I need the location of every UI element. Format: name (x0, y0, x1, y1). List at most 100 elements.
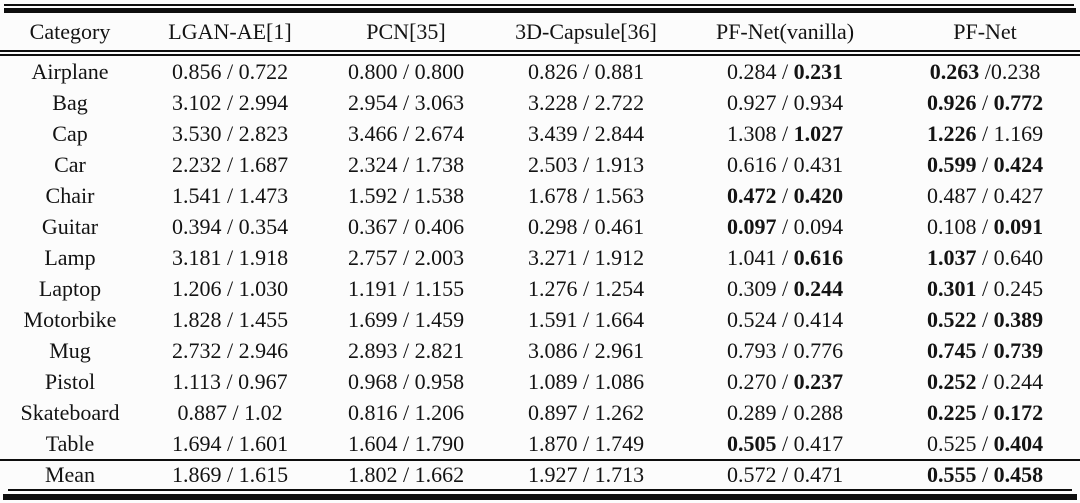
value-primary: 0.968 (347, 368, 398, 394)
value-cell: 0.394 / 0.354 (140, 211, 320, 242)
value-cell: 0.108 / 0.091 (890, 211, 1080, 242)
value-secondary: 0.237 (793, 368, 844, 394)
value-cell: 0.225 / 0.172 (890, 397, 1080, 428)
value-cell: 0.616 / 0.431 (680, 149, 890, 180)
slash-separator: / (976, 275, 994, 301)
value-secondary: 1.662 (414, 462, 465, 487)
slash-separator: / (776, 182, 794, 208)
slash-separator: / (397, 399, 415, 425)
value-primary: 3.228 (527, 89, 578, 115)
slash-separator: / (397, 244, 415, 270)
value-cell: 0.284 / 0.231 (680, 53, 890, 87)
value-primary: 3.181 (171, 244, 222, 270)
slash-separator: / (577, 244, 595, 270)
value-primary: 1.089 (527, 368, 578, 394)
value-primary: 1.206 (171, 275, 222, 301)
category-cell: Guitar (41, 213, 99, 239)
value-cell: 2.232 / 1.687 (140, 149, 320, 180)
column-header-pf-net-vanilla: PF-Net(vanilla) (680, 13, 890, 56)
value-secondary: 0.244 (993, 368, 1044, 394)
slash-separator: / (976, 244, 994, 270)
slash-separator: / (577, 399, 595, 425)
value-cell: 3.530 / 2.823 (140, 118, 320, 149)
slash-separator: / (577, 213, 595, 239)
value-cell: 1.308 / 1.027 (680, 118, 890, 149)
value-secondary: 0.776 (793, 337, 844, 363)
value-primary: 0.097 (726, 213, 777, 239)
value-cell: 0.252 / 0.244 (890, 366, 1080, 397)
value-cell: 1.037 / 0.640 (890, 242, 1080, 273)
top-rule-thin (4, 4, 1074, 6)
value-secondary: 1.538 (414, 182, 465, 208)
value-primary: 1.694 (171, 430, 222, 456)
value-secondary: 1.027 (793, 120, 844, 146)
value-primary: 1.802 (347, 462, 398, 487)
slash-separator: / (397, 368, 415, 394)
table-row-car: Car 2.232 / 1.687 2.324 / 1.738 2.503 / 1.9… (0, 149, 1080, 180)
value-cell: 2.893 / 2.821 (320, 335, 492, 366)
value-secondary: 1.030 (238, 275, 289, 301)
slash-separator: / (976, 399, 994, 425)
category-cell: Cap (52, 120, 88, 146)
value-secondary: 1.262 (594, 399, 645, 425)
table-row-bag: Bag 3.102 / 2.994 2.954 / 3.063 3.228 / 2.7… (0, 87, 1080, 118)
value-secondary: 2.722 (594, 89, 645, 115)
column-header-3d-capsule-36: 3D-Capsule[36] (492, 13, 680, 56)
value-secondary: 1.749 (594, 430, 645, 456)
category-cell: Airplane (31, 58, 109, 84)
value-primary: 0.472 (726, 182, 777, 208)
slash-separator: / (577, 430, 595, 456)
slash-separator: / (776, 399, 794, 425)
slash-separator: / (776, 244, 794, 270)
value-primary: 0.525 (926, 430, 977, 456)
slash-separator: / (397, 89, 415, 115)
slash-separator: / (221, 58, 239, 84)
value-cell: 0.263 /0.238 (890, 53, 1080, 87)
value-secondary: 0.238 (990, 58, 1041, 84)
table-row-chair: Chair 1.541 / 1.473 1.592 / 1.538 1.678 / 1… (0, 180, 1080, 211)
value-cell: 2.757 / 2.003 (320, 242, 492, 273)
category-cell: Laptop (38, 275, 102, 301)
value-primary: 1.591 (527, 306, 578, 332)
value-cell: 1.226 / 1.169 (890, 118, 1080, 149)
slash-separator: / (397, 275, 415, 301)
value-primary: 2.893 (347, 337, 398, 363)
value-secondary: 0.640 (993, 244, 1044, 270)
value-cell: 2.324 / 1.738 (320, 149, 492, 180)
slash-separator: / (397, 182, 415, 208)
value-cell: 3.102 / 2.994 (140, 87, 320, 118)
value-secondary: 0.094 (793, 213, 844, 239)
value-cell: 1.869 / 1.615 (140, 460, 320, 489)
column-header-pcn-35: PCN[35] (320, 13, 492, 56)
value-cell: 0.800 / 0.800 (320, 53, 492, 87)
value-secondary: 0.881 (594, 58, 645, 84)
value-primary: 1.927 (527, 462, 578, 487)
table-row-cap: Cap 3.530 / 2.823 3.466 / 2.674 3.439 / 2.8… (0, 118, 1080, 149)
value-cell: 3.086 / 2.961 (492, 335, 680, 366)
value-cell: 0.968 / 0.958 (320, 366, 492, 397)
value-cell: 0.856 / 0.722 (140, 53, 320, 87)
value-secondary: 0.471 (793, 462, 844, 487)
value-secondary: 1.615 (238, 462, 289, 487)
category-cell: Table (0, 428, 140, 461)
value-secondary: 0.772 (993, 89, 1044, 115)
value-primary: 1.041 (726, 244, 777, 270)
slash-separator: / (397, 462, 415, 487)
value-cell: 2.954 / 3.063 (320, 87, 492, 118)
value-primary: 0.555 (926, 462, 977, 487)
value-cell: 1.870 / 1.749 (492, 428, 680, 461)
value-cell: 3.439 / 2.844 (492, 118, 680, 149)
value-cell: 0.367 / 0.406 (320, 211, 492, 242)
value-cell: 0.298 / 0.461 (492, 211, 680, 242)
slash-separator: / (577, 151, 595, 177)
value-primary: 2.757 (347, 244, 398, 270)
slash-separator: / (976, 182, 994, 208)
slash-separator: / (976, 151, 994, 177)
value-cell: 0.745 / 0.739 (890, 335, 1080, 366)
value-secondary: 0.420 (793, 182, 844, 208)
value-primary: 2.324 (347, 151, 398, 177)
slash-separator: / (397, 58, 415, 84)
value-primary: 2.954 (347, 89, 398, 115)
value-secondary: 1.918 (238, 244, 289, 270)
category-cell: Motorbike (23, 306, 117, 332)
